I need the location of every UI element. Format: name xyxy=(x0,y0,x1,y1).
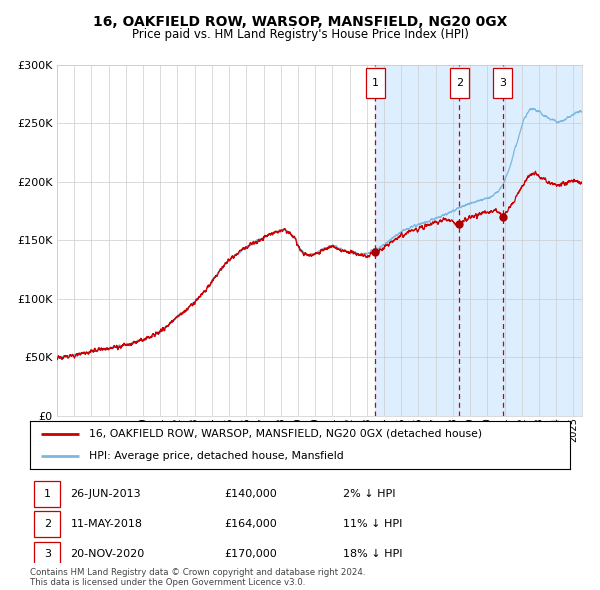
Text: 3: 3 xyxy=(499,78,506,88)
Text: £164,000: £164,000 xyxy=(224,519,277,529)
Text: 3: 3 xyxy=(44,549,51,559)
Text: 2% ↓ HPI: 2% ↓ HPI xyxy=(343,489,396,499)
Text: Price paid vs. HM Land Registry's House Price Index (HPI): Price paid vs. HM Land Registry's House … xyxy=(131,28,469,41)
Bar xyxy=(34,481,60,507)
Text: 26-JUN-2013: 26-JUN-2013 xyxy=(71,489,141,499)
Text: 11% ↓ HPI: 11% ↓ HPI xyxy=(343,519,403,529)
Text: HPI: Average price, detached house, Mansfield: HPI: Average price, detached house, Mans… xyxy=(89,451,344,461)
Bar xyxy=(376,65,599,416)
Text: 1: 1 xyxy=(372,78,379,88)
Bar xyxy=(34,512,60,537)
Text: This data is licensed under the Open Government Licence v3.0.: This data is licensed under the Open Gov… xyxy=(30,578,305,587)
Text: 18% ↓ HPI: 18% ↓ HPI xyxy=(343,549,403,559)
Text: 2: 2 xyxy=(44,519,51,529)
Text: £140,000: £140,000 xyxy=(224,489,277,499)
Text: Contains HM Land Registry data © Crown copyright and database right 2024.: Contains HM Land Registry data © Crown c… xyxy=(30,568,365,576)
Bar xyxy=(450,68,469,99)
Text: 16, OAKFIELD ROW, WARSOP, MANSFIELD, NG20 0GX: 16, OAKFIELD ROW, WARSOP, MANSFIELD, NG2… xyxy=(93,15,507,29)
Text: £170,000: £170,000 xyxy=(224,549,277,559)
Text: 20-NOV-2020: 20-NOV-2020 xyxy=(71,549,145,559)
Text: 2: 2 xyxy=(456,78,463,88)
Bar xyxy=(493,68,512,99)
Text: 16, OAKFIELD ROW, WARSOP, MANSFIELD, NG20 0GX (detached house): 16, OAKFIELD ROW, WARSOP, MANSFIELD, NG2… xyxy=(89,429,482,439)
Bar xyxy=(366,68,385,99)
Bar xyxy=(34,542,60,567)
Text: 1: 1 xyxy=(44,489,51,499)
Text: 11-MAY-2018: 11-MAY-2018 xyxy=(71,519,143,529)
